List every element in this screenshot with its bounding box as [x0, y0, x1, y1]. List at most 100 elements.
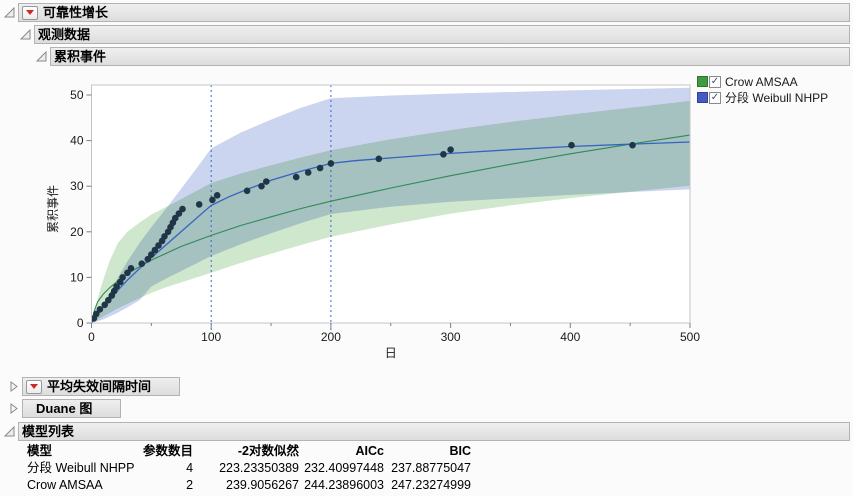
observed-point[interactable]: [209, 196, 216, 204]
x-tick-label: 500: [680, 330, 700, 344]
section-title-reliability-growth: 可靠性增长: [43, 5, 109, 20]
legend-swatch-piecewise-weibull-nhpp: [697, 92, 708, 103]
section-title-observed-data: 观测数据: [38, 27, 91, 42]
observed-point[interactable]: [258, 182, 265, 190]
red-triangle-menu-button[interactable]: [26, 379, 42, 394]
model-table-cell: 2: [186, 478, 194, 492]
observed-point[interactable]: [213, 192, 221, 199]
observed-point[interactable]: [327, 160, 335, 167]
y-axis-title: 累积事件: [46, 185, 60, 233]
section-title-model-list: 模型列表: [22, 424, 75, 439]
observed-point[interactable]: [316, 164, 324, 172]
observed-point[interactable]: [161, 233, 168, 240]
weibull-nhpp-fit-line: [91, 141, 690, 323]
legend-swatch-crow-amsaa: [697, 76, 708, 87]
model-table-cell: 232.40997448: [304, 461, 385, 475]
model-table-cell: 223.23350389: [219, 461, 300, 475]
observed-point[interactable]: [148, 251, 155, 258]
observed-point[interactable]: [101, 301, 108, 309]
legend-checkbox-crow-amsaa[interactable]: ✓: [709, 75, 721, 88]
observed-point[interactable]: [172, 214, 179, 222]
y-tick-label: 0: [77, 316, 84, 330]
x-tick-label: 400: [560, 330, 580, 344]
observed-point[interactable]: [629, 141, 636, 149]
legend-item-piecewise-weibull-nhpp: ✓ 分段 Weibull NHPP: [697, 90, 828, 105]
x-axis-title: 日: [385, 346, 397, 360]
section-header-duane-plot[interactable]: Duane 图: [22, 399, 121, 418]
confidence-band-weibull-nhpp: [91, 87, 690, 323]
column-header-neg2loglik: -2对数似然: [237, 444, 300, 458]
observed-point[interactable]: [292, 173, 300, 181]
y-tick-label: 30: [70, 179, 84, 193]
section-title-mtbf: 平均失效间隔时间: [47, 379, 152, 394]
legend-label-piecewise-weibull-nhpp: 分段 Weibull NHPP: [725, 91, 829, 105]
x-tick-label: 0: [88, 330, 95, 344]
observed-point[interactable]: [243, 187, 251, 195]
y-tick-label: 20: [70, 225, 84, 239]
y-tick-label: 40: [70, 134, 84, 148]
section-header-reliability-growth[interactable]: 可靠性增长: [18, 3, 850, 22]
observed-points: [91, 141, 636, 322]
model-table-cell: 237.88775047: [391, 461, 472, 475]
observed-point[interactable]: [144, 255, 152, 263]
observed-point[interactable]: [195, 201, 203, 208]
disclosure-open-icon[interactable]: [19, 29, 31, 41]
model-table-header-row: 模型 参数数目 -2对数似然 AICc BIC: [27, 443, 471, 460]
observed-point[interactable]: [375, 155, 383, 163]
model-table-cell: 4: [186, 461, 194, 475]
column-header-aicc: AICc: [355, 444, 385, 458]
model-table-cell: 分段 Weibull NHPP: [27, 461, 135, 475]
observed-point[interactable]: [96, 306, 104, 313]
chart-legend: ✓ Crow AMSAA ✓ 分段 Weibull NHPP: [697, 74, 828, 106]
section-header-model-list[interactable]: 模型列表: [18, 422, 850, 441]
legend-label-crow-amsaa: Crow AMSAA: [725, 74, 798, 89]
legend-item-crow-amsaa: ✓ Crow AMSAA: [697, 74, 828, 89]
disclosure-closed-icon[interactable]: [7, 381, 19, 393]
x-tick-label: 200: [321, 330, 341, 344]
section-title-cumulative-events: 累积事件: [54, 49, 107, 64]
section-header-cumulative-events[interactable]: 累积事件: [50, 47, 850, 66]
observed-point[interactable]: [113, 283, 120, 290]
model-table-cell: 244.23896003: [304, 478, 385, 492]
y-tick-label: 50: [70, 88, 84, 102]
cumulative-events-chart: 0 100 200 300 400 500 日 0 10 20 30 40 50 累积事件: [46, 84, 700, 360]
y-axis: 0 10 20 30 40 50 累积事件: [46, 88, 92, 330]
red-triangle-icon: [30, 384, 38, 389]
observed-point[interactable]: [124, 269, 131, 277]
disclosure-open-icon[interactable]: [3, 7, 15, 19]
observed-point[interactable]: [304, 169, 312, 176]
red-triangle-menu-button[interactable]: [22, 5, 38, 20]
model-table-cell: 247.23274999: [391, 478, 472, 492]
observed-point[interactable]: [138, 260, 146, 268]
observed-point[interactable]: [151, 246, 159, 254]
section-title-duane-plot: Duane 图: [36, 401, 93, 416]
observed-point[interactable]: [175, 210, 183, 217]
column-header-bic: BIC: [449, 444, 472, 458]
observed-point[interactable]: [105, 296, 112, 304]
legend-checkbox-piecewise-weibull-nhpp[interactable]: ✓: [709, 91, 721, 104]
observed-point[interactable]: [93, 310, 100, 318]
x-tick-label: 100: [201, 330, 221, 344]
observed-point[interactable]: [119, 274, 126, 281]
section-header-mtbf[interactable]: 平均失效间隔时间: [22, 377, 180, 396]
disclosure-closed-icon[interactable]: [7, 403, 19, 415]
observed-point[interactable]: [263, 178, 270, 185]
observed-point[interactable]: [179, 205, 186, 213]
disclosure-open-icon[interactable]: [35, 51, 47, 63]
column-header-n-params: 参数数目: [143, 444, 194, 458]
observed-point[interactable]: [155, 242, 162, 249]
observed-point[interactable]: [127, 265, 135, 272]
disclosure-open-icon[interactable]: [3, 426, 15, 438]
x-axis: 0 100 200 300 400 500 日: [88, 323, 700, 360]
x-tick-label: 300: [441, 330, 461, 344]
y-tick-label: 10: [70, 270, 84, 284]
observed-point[interactable]: [447, 146, 454, 153]
model-table-cell: 239.9056267: [226, 478, 300, 492]
observed-point[interactable]: [568, 141, 575, 149]
observed-point[interactable]: [440, 151, 447, 158]
model-table-row[interactable]: 分段 Weibull NHPP 4 223.23350389 232.40997448…: [27, 460, 471, 477]
crow-amsaa-fit-line: [91, 134, 690, 323]
model-table-row[interactable]: Crow AMSAA 2 239.9056267 244.23896003 247.23…: [27, 477, 471, 494]
section-header-observed-data[interactable]: 观测数据: [34, 25, 850, 44]
